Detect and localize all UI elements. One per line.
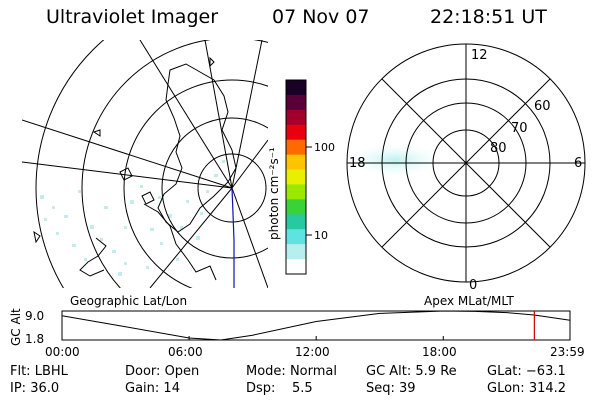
- info-flt-label: Flt:: [10, 364, 31, 379]
- mlat-label-70: 70: [511, 121, 528, 136]
- info-glon: GLon: 314.2: [487, 381, 566, 396]
- altitude-ytick-min: 1.8: [25, 332, 44, 346]
- info-gc-alt: GC Alt: 5.9 Re: [366, 364, 457, 379]
- info-ip-label: IP:: [10, 381, 27, 396]
- info-seq-value: 39: [399, 381, 416, 396]
- info-seq: Seq: 39: [366, 381, 416, 396]
- info-gc-alt-value: 5.9 Re: [415, 364, 457, 379]
- colorbar-cell: [286, 229, 306, 245]
- colorbar-cell: [286, 124, 306, 141]
- geographic-map: [22, 40, 268, 288]
- observation-date: 07 Nov 07: [272, 6, 370, 28]
- mlt-label-0: 0: [469, 278, 477, 293]
- info-gain-label: Gain:: [125, 381, 160, 396]
- info-glat-label: GLat:: [487, 364, 522, 379]
- geographic-caption: Geographic Lat/Lon: [70, 294, 188, 308]
- info-ip: IP: 36.0: [10, 381, 59, 396]
- altitude-ytick-max: 9.0: [25, 309, 44, 323]
- info-door: Door: Open: [125, 364, 199, 379]
- coastlines: [33, 56, 237, 281]
- altitude-xtick-1200: 12:00: [295, 345, 330, 359]
- info-glon-value: 314.2: [528, 381, 567, 396]
- colorbar-cell: [286, 214, 306, 230]
- colorbar-cell: [286, 139, 306, 156]
- altitude-line: [61, 310, 571, 341]
- colorbar-cell: [286, 169, 306, 185]
- info-seq-label: Seq:: [366, 381, 395, 396]
- polar-plot: 12 18 6 0 60 70 80: [346, 43, 586, 293]
- altitude-chart: GC Alt 9.0 1.8: [9, 308, 571, 346]
- mlt-label-12: 12: [471, 48, 488, 63]
- footprint-trace: [231, 187, 235, 288]
- info-gain: Gain: 14: [125, 381, 180, 396]
- colorbar-unit-label: photon cm⁻²s⁻¹: [267, 147, 281, 240]
- info-mode-value: Normal: [289, 364, 337, 379]
- colorbar-cell: [286, 109, 306, 126]
- info-mode: Mode: Normal: [246, 364, 337, 379]
- colorbar-cell: [286, 154, 306, 171]
- colorbar-cell: [286, 94, 306, 111]
- info-mode-label: Mode:: [246, 364, 286, 379]
- altitude-x-ticks: [61, 336, 571, 340]
- mlat-label-60: 60: [534, 99, 551, 114]
- info-flt-value: LBHL: [34, 364, 68, 379]
- colorbar-cell: [286, 184, 306, 200]
- info-dsp: Dsp: 5.5: [246, 381, 313, 396]
- apex-caption: Apex MLat/MLT: [424, 294, 514, 308]
- colorbar-cell: [286, 244, 306, 260]
- info-door-value: Open: [164, 364, 200, 379]
- altitude-xtick-0600: 06:00: [168, 345, 203, 359]
- longitude-lines: [22, 40, 268, 288]
- instrument-title: Ultraviolet Imager: [46, 6, 219, 28]
- info-flt: Flt: LBHL: [10, 364, 68, 379]
- colorbar-cell: [286, 80, 306, 96]
- emission-speckle: [40, 160, 225, 276]
- observation-time: 22:18:51 UT: [430, 6, 547, 28]
- info-gain-value: 14: [163, 381, 180, 396]
- mlt-label-18: 18: [349, 156, 366, 171]
- altitude-xtick-1800: 18:00: [422, 345, 457, 359]
- colorbar-tick-100: 100: [314, 141, 335, 154]
- info-ip-value: 36.0: [30, 381, 60, 396]
- info-glon-label: GLon:: [487, 381, 525, 396]
- info-glat-value: −63.1: [525, 364, 566, 379]
- mlt-label-6: 6: [574, 156, 582, 171]
- colorbar-cells: [286, 80, 306, 275]
- info-door-label: Door:: [125, 364, 161, 379]
- info-dsp-label: Dsp:: [246, 381, 276, 396]
- colorbar-cell: [286, 259, 306, 275]
- altitude-xtick-0000: 00:00: [45, 345, 80, 359]
- latitude-circles: [35, 40, 268, 288]
- polar-emission: [347, 144, 443, 176]
- info-gc-alt-label: GC Alt:: [366, 364, 412, 379]
- info-glat: GLat: −63.1: [487, 364, 566, 379]
- mlat-label-80: 80: [490, 141, 507, 156]
- colorbar-tick-10: 10: [314, 229, 328, 242]
- altitude-ylabel: GC Alt: [9, 308, 23, 346]
- altitude-xtick-2359: 23:59: [550, 345, 585, 359]
- colorbar-cell: [286, 199, 306, 215]
- colorbar: 100 10 photon cm⁻²s⁻¹: [267, 79, 335, 275]
- info-dsp-value: 5.5: [291, 381, 313, 396]
